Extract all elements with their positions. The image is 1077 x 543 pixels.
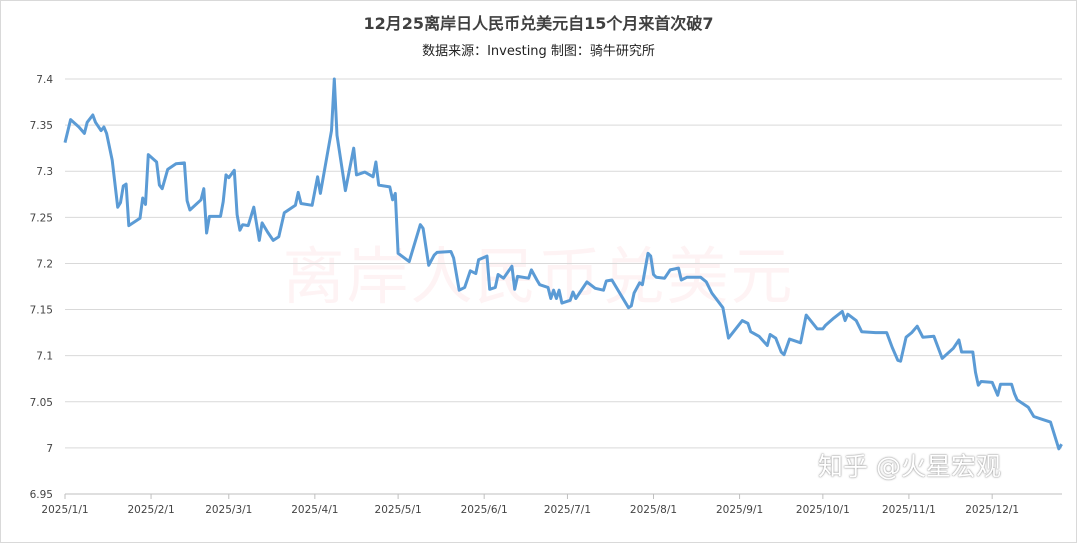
series-line [63,77,1063,451]
y-tick-label: 7.05 [30,397,53,409]
x-tick-label: 2025/8/1 [630,504,677,516]
x-tick-label: 2025/5/1 [375,504,422,516]
x-tick-label: 2025/3/1 [205,504,252,516]
x-axis: 2025/1/1 2025/2/1 2025/3/1 2025/4/1 2025/5/1… [41,493,1062,516]
x-tick-label: 2025/12/1 [965,504,1019,516]
y-tick-label: 7.1 [36,351,53,363]
x-tick-label: 2025/2/1 [127,504,174,516]
x-tick-label: 2025/10/1 [796,504,850,516]
x-tick-label: 2025/11/1 [882,504,936,516]
y-tick-label: 7.35 [30,120,53,132]
chart-subtitle: 数据来源：Investing 制图：骑牛研究所 [422,44,655,59]
y-tick-label: 7.2 [36,258,53,270]
y-tick-label: 7.4 [36,74,53,86]
y-tick-label: 7.3 [36,166,53,178]
y-tick-label: 7.25 [30,212,53,224]
y-tick-label: 6.95 [30,489,53,501]
y-tick-label: 7 [46,443,53,455]
x-tick-label: 2025/1/1 [41,504,88,516]
x-tick-label: 2025/7/1 [544,504,591,516]
chart-title: 12月25离岸日人民币兑美元自15个月来首次破7 [363,14,714,33]
gridlines [65,78,1062,449]
y-tick-label: 7.15 [30,305,53,317]
y-axis: 6.95 7 7.05 7.1 7.15 7.2 7.25 7.3 7.35 7.4 [30,74,54,501]
data-points [64,78,1062,449]
x-tick-label: 2025/9/1 [716,504,763,516]
x-tick-label: 2025/6/1 [461,504,508,516]
x-tick-label: 2025/4/1 [291,504,338,516]
